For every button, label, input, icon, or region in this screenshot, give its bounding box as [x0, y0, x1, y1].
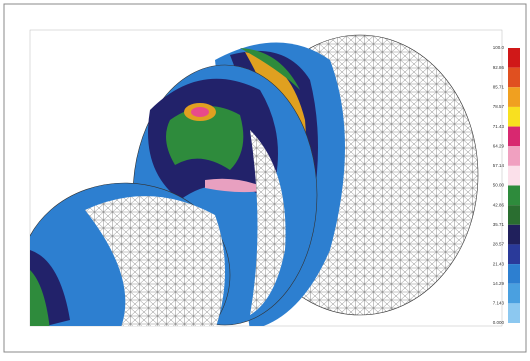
legend-swatch [508, 284, 520, 304]
legend-swatch [508, 127, 520, 147]
legend-swatch [508, 87, 520, 107]
legend-swatch [508, 225, 520, 245]
legend-label: 14.29 [493, 281, 505, 286]
legend-swatch [508, 244, 520, 264]
legend-label: 71.43 [493, 124, 505, 129]
legend-swatch [508, 166, 520, 186]
legend-label: 0.000 [493, 320, 505, 325]
page: 100.0 92.86 85.71 78.57 71.43 64.29 57.14 50.00… [0, 0, 530, 356]
legend-label: 28.57 [493, 242, 505, 247]
legend-swatch [508, 186, 520, 206]
legend-label: 50.00 [493, 183, 505, 188]
legend-label: 42.86 [493, 202, 505, 207]
legend-label: 21.43 [493, 261, 505, 266]
legend-label: 100.0 [493, 45, 505, 50]
legend-swatch [508, 146, 520, 166]
legend-label: 78.57 [493, 104, 505, 109]
legend-swatch [508, 48, 520, 68]
legend-label: 57.14 [493, 163, 505, 168]
legend-label: 7.143 [493, 301, 505, 306]
legend-label: 92.86 [493, 65, 505, 70]
legend-label: 35.71 [493, 222, 505, 227]
legend-label: 85.71 [493, 84, 505, 89]
legend-swatch [508, 68, 520, 88]
legend-swatch [508, 205, 520, 225]
contour [191, 107, 209, 117]
legend-swatch [508, 303, 520, 323]
legend-swatch [508, 264, 520, 284]
legend-label: 64.29 [493, 143, 505, 148]
legend-swatch [508, 107, 520, 127]
screenshot: 100.0 92.86 85.71 78.57 71.43 64.29 57.14 50.00… [0, 0, 530, 356]
